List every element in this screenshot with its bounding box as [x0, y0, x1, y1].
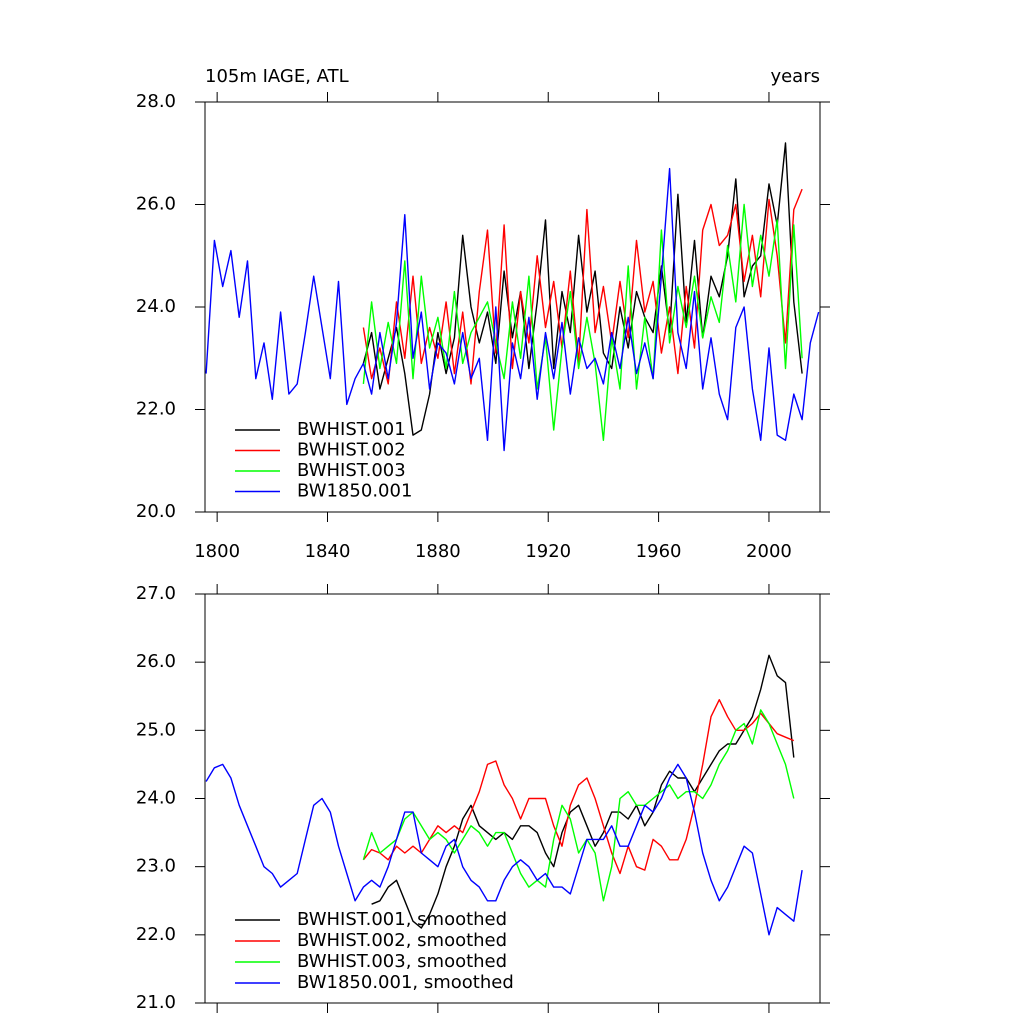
y-tick-label: 20.0: [136, 501, 176, 522]
y-tick-label: 28.0: [136, 91, 176, 112]
series-line: [371, 654, 795, 929]
y-tick-label: 22.0: [136, 399, 176, 420]
y-tick-label: 24.0: [136, 296, 176, 317]
series-line: [362, 699, 795, 875]
series-line: [205, 763, 803, 936]
legend-label: BW1850.001, smoothed: [297, 972, 514, 993]
x-tick-label: 1920: [525, 541, 571, 562]
x-tick-label: 2000: [746, 541, 792, 562]
legend-label: BWHIST.003: [297, 460, 406, 481]
y-tick-label: 27.0: [136, 583, 176, 604]
y-tick-label: 21.0: [136, 992, 176, 1013]
series-line: [362, 709, 795, 902]
series-line: [362, 203, 803, 441]
series-line: [205, 167, 820, 452]
legend-label: BW1850.001: [297, 481, 412, 502]
y-tick-label: 23.0: [136, 856, 176, 877]
y-tick-label: 22.0: [136, 924, 176, 945]
x-tick-label: 1840: [305, 541, 351, 562]
x-units: years: [770, 66, 820, 87]
legend-label: BWHIST.002, smoothed: [297, 930, 507, 951]
legend-label: BWHIST.001, smoothed: [297, 909, 507, 930]
x-tick-label: 1960: [636, 541, 682, 562]
y-tick-label: 26.0: [136, 651, 176, 672]
legend-label: BWHIST.001: [297, 419, 406, 440]
y-tick-label: 25.0: [136, 719, 176, 740]
legend-label: BWHIST.002: [297, 440, 406, 461]
chart-title: 105m IAGE, ATL: [205, 66, 349, 87]
x-tick-label: 1800: [194, 541, 240, 562]
x-tick-label: 1880: [415, 541, 461, 562]
y-tick-label: 24.0: [136, 788, 176, 809]
y-tick-label: 26.0: [136, 194, 176, 215]
legend-label: BWHIST.003, smoothed: [297, 951, 507, 972]
